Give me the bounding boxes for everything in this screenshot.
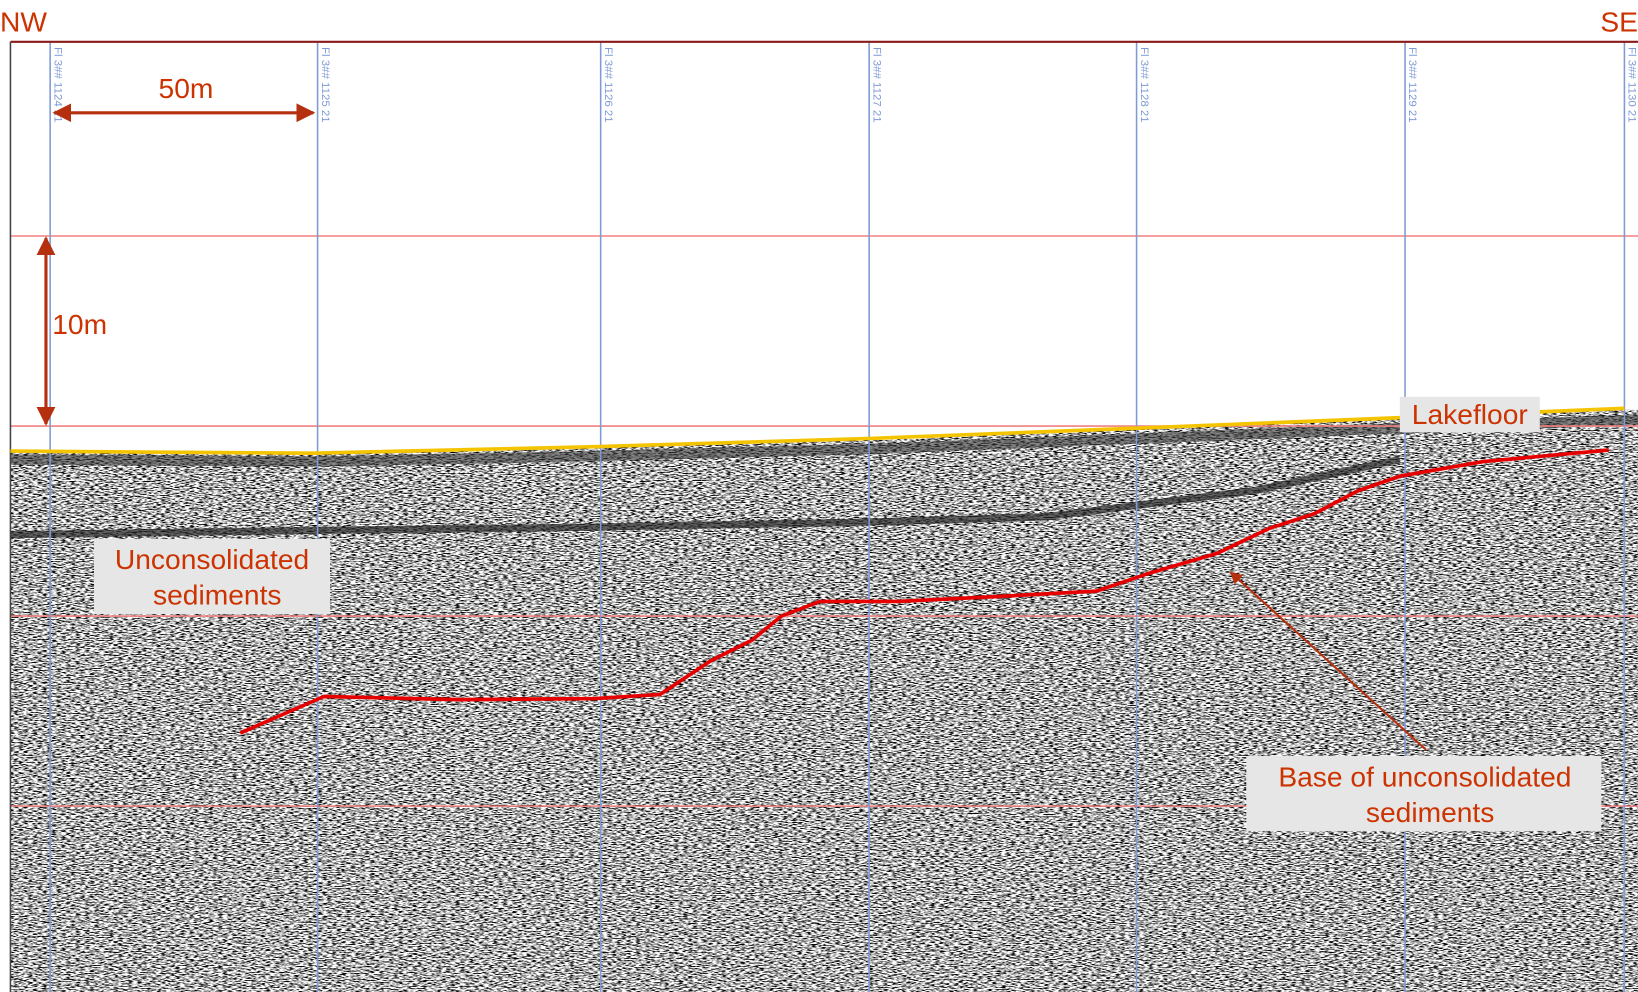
page: {"direction": {"left": "NW", "right": "S… [0,0,1638,992]
trace-label: Fl 3## 1127 21 [870,47,882,123]
trace-label: Fl 3## 1126 21 [602,47,614,123]
seismic-data [10,397,1638,992]
trace-label: Fl 3## 1128 21 [1138,47,1150,123]
direction-right: SE [1600,5,1638,37]
horizontal-scale-label: 50m [159,72,214,104]
lakefloor-label: Lakefloor [1412,398,1528,430]
unconsolidated-line-1: Unconsolidated [115,543,309,575]
base-line-1: Base of unconsolidated [1278,760,1571,792]
unconsolidated-line-2: sediments [153,579,281,611]
trace-label: Fl 3## 1130 21 [1626,47,1638,123]
base-line-2: sediments [1366,796,1494,828]
seismic-profile: Fl 3## 1124 21Fl 3## 1125 21Fl 3## 1126 … [0,0,1638,992]
trace-label: Fl 3## 1129 21 [1406,47,1418,123]
direction-left: NW [0,5,47,37]
trace-label: Fl 3## 1125 21 [319,47,331,123]
vertical-scale-label: 10m [52,308,107,340]
